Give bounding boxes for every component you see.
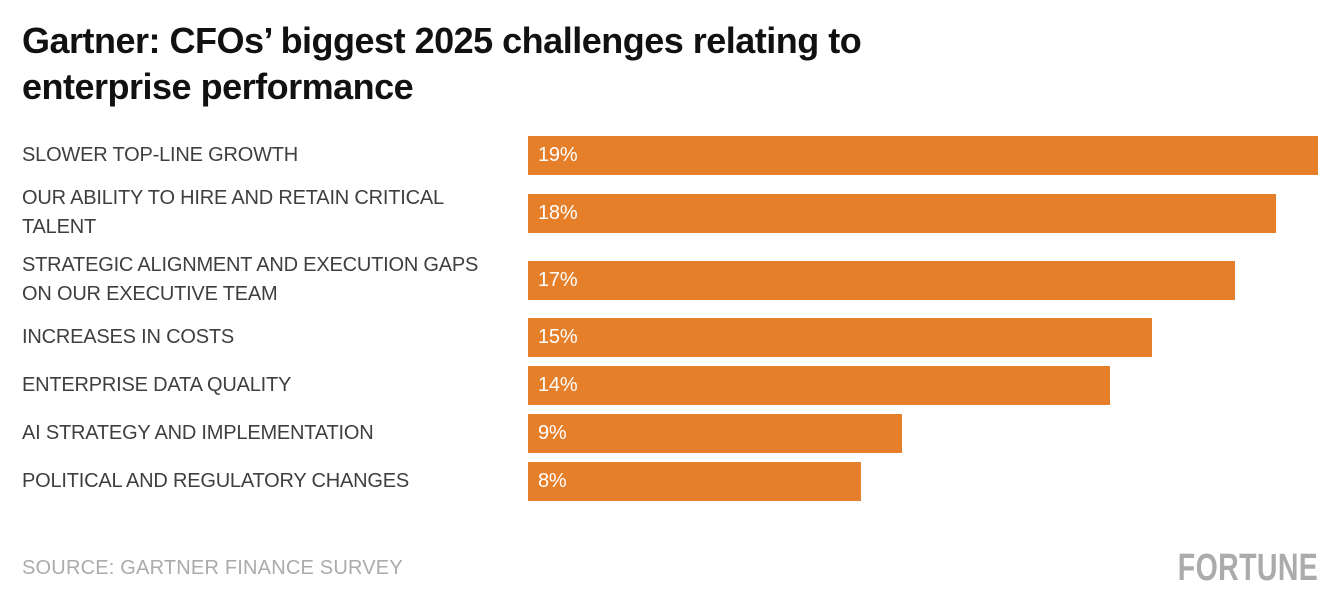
bar-value-label: 14%	[538, 374, 578, 396]
category-label: ENTERPRISE DATA QUALITY	[22, 371, 528, 400]
bar: 19%	[528, 136, 1318, 175]
bar-value-label: 15%	[538, 326, 578, 348]
bar: 8%	[528, 462, 861, 501]
bar-value-label: 18%	[538, 201, 578, 224]
bar-chart: SLOWER TOP-LINE GROWTH 19% OUR ABILITY TO …	[22, 132, 1318, 506]
category-label: SLOWER TOP-LINE GROWTH	[22, 141, 528, 170]
bar: 9%	[528, 414, 903, 453]
bar-track: 18%	[528, 193, 1318, 233]
category-label-line: ON OUR EXECUTIVE TEAM	[22, 283, 278, 305]
chart-title: Gartner: CFOs’ biggest 2025 challenges r…	[22, 18, 1318, 110]
chart-row: POLITICAL AND REGULATORY CHANGES 8%	[22, 458, 1318, 506]
category-label: AI STRATEGY AND IMPLEMENTATION	[22, 419, 528, 448]
category-label-line: ENTERPRISE DATA QUALITY	[22, 374, 292, 396]
category-label-line: POLITICAL AND REGULATORY CHANGES	[22, 470, 410, 492]
category-label: STRATEGIC ALIGNMENT AND EXECUTION GAPS ON…	[22, 251, 528, 309]
category-label-line: INCREASES IN COSTS	[22, 326, 234, 348]
category-label: POLITICAL AND REGULATORY CHANGES	[22, 467, 528, 496]
bar-value-label: 8%	[538, 470, 567, 492]
chart-row: ENTERPRISE DATA QUALITY 14%	[22, 362, 1318, 410]
bar-track: 17%	[528, 260, 1318, 300]
bar-value-label: 17%	[538, 268, 578, 291]
bar-track: 9%	[528, 414, 1318, 453]
category-label-line: STRATEGIC ALIGNMENT AND EXECUTION GAPS	[22, 254, 479, 276]
bar-track: 19%	[528, 136, 1318, 175]
chart-title-line-2: enterprise performance	[22, 66, 414, 107]
category-label-line: AI STRATEGY AND IMPLEMENTATION	[22, 422, 374, 444]
fortune-logo: FORTUNE	[1177, 547, 1318, 589]
chart-row: OUR ABILITY TO HIRE AND RETAIN CRITICAL T…	[22, 180, 1318, 247]
source-note: SOURCE: GARTNER FINANCE SURVEY	[22, 557, 403, 579]
chart-row: AI STRATEGY AND IMPLEMENTATION 9%	[22, 410, 1318, 458]
chart-title-line-1: Gartner: CFOs’ biggest 2025 challenges r…	[22, 20, 862, 61]
bar-track: 8%	[528, 462, 1318, 501]
bar-track: 15%	[528, 318, 1318, 357]
category-label-line: SLOWER TOP-LINE GROWTH	[22, 144, 299, 166]
bar-track: 14%	[528, 366, 1318, 405]
category-label: INCREASES IN COSTS	[22, 323, 528, 352]
bar-value-label: 9%	[538, 422, 567, 444]
bar-value-label: 19%	[538, 144, 578, 166]
chart-row: INCREASES IN COSTS 15%	[22, 314, 1318, 362]
chart-row: SLOWER TOP-LINE GROWTH 19%	[22, 132, 1318, 180]
category-label-line: OUR ABILITY TO HIRE AND RETAIN CRITICAL	[22, 187, 444, 209]
chart-footer: SOURCE: GARTNER FINANCE SURVEY FORTUNE	[22, 547, 1318, 590]
category-label-line: TALENT	[22, 216, 96, 238]
category-label: OUR ABILITY TO HIRE AND RETAIN CRITICAL T…	[22, 184, 528, 242]
bar: 15%	[528, 318, 1152, 357]
bar: 17%	[528, 260, 1235, 300]
bar: 18%	[528, 193, 1277, 233]
bar: 14%	[528, 366, 1111, 405]
chart-row: STRATEGIC ALIGNMENT AND EXECUTION GAPS ON…	[22, 247, 1318, 314]
